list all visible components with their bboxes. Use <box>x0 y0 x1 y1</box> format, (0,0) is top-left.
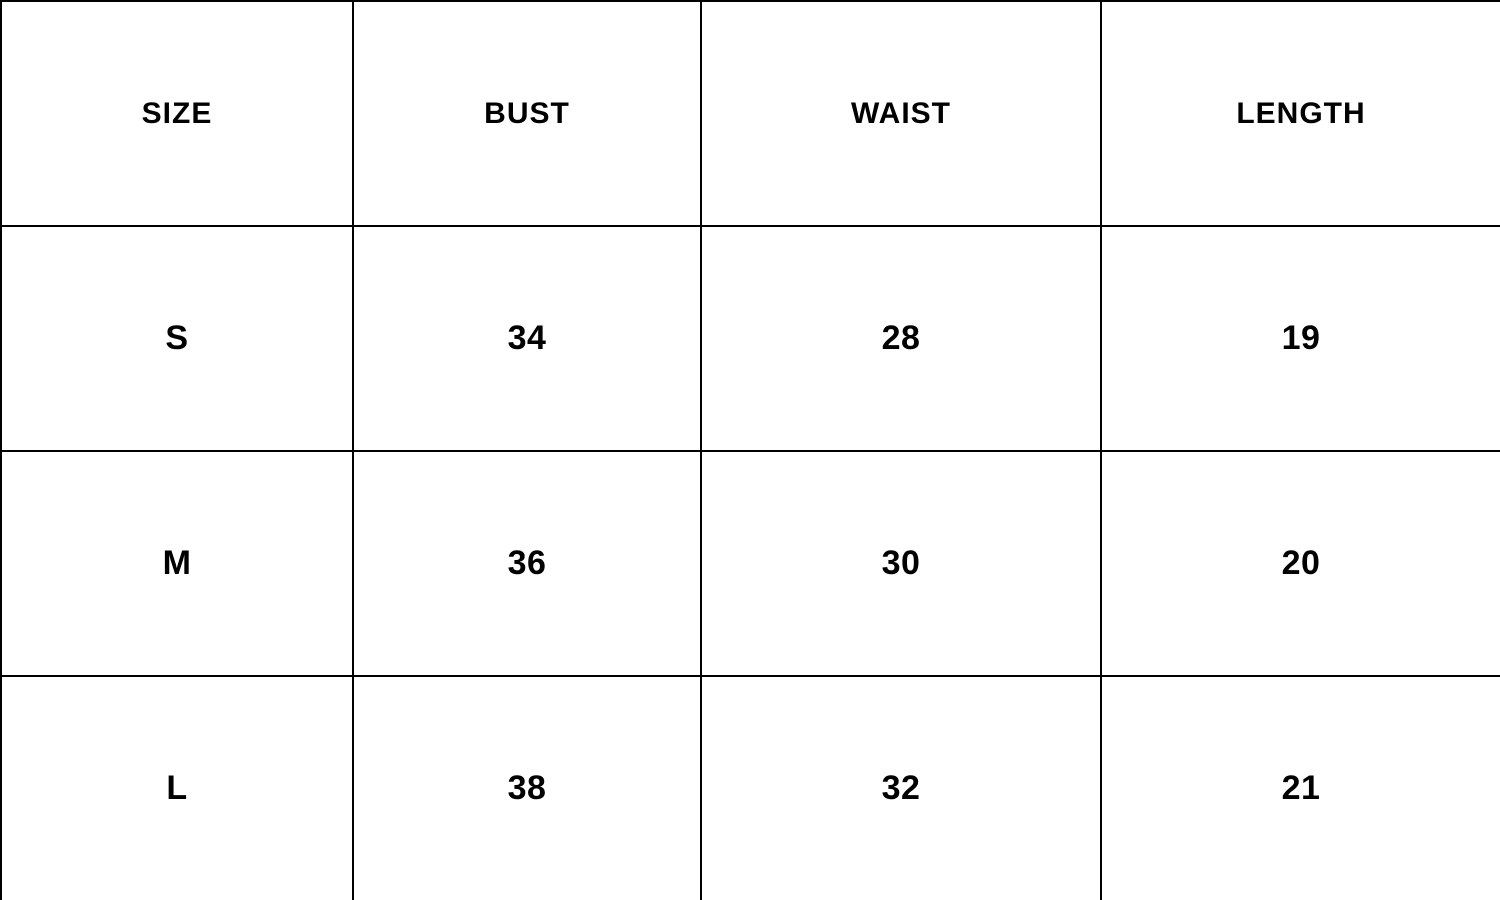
table-row-m: M 36 30 20 <box>0 450 1500 677</box>
cell-waist-l: 32 <box>700 675 1102 900</box>
cell-length-s: 19 <box>1100 225 1500 452</box>
cell-bust-m: 36 <box>352 450 702 677</box>
header-row: SIZE BUST WAIST LENGTH <box>0 0 1500 227</box>
cell-size-m: M <box>0 450 354 677</box>
cell-waist-s: 28 <box>700 225 1102 452</box>
cell-waist-m: 30 <box>700 450 1102 677</box>
column-header-length: LENGTH <box>1100 0 1500 227</box>
cell-bust-s: 34 <box>352 225 702 452</box>
cell-bust-l: 38 <box>352 675 702 900</box>
size-chart-body: S 34 28 19 M 36 30 20 L 38 32 21 <box>0 225 1500 900</box>
column-header-size: SIZE <box>0 0 354 227</box>
size-chart-header: SIZE BUST WAIST LENGTH <box>0 0 1500 227</box>
cell-length-l: 21 <box>1100 675 1500 900</box>
table-row-l: L 38 32 21 <box>0 675 1500 900</box>
column-header-waist: WAIST <box>700 0 1102 227</box>
cell-length-m: 20 <box>1100 450 1500 677</box>
table-row-s: S 34 28 19 <box>0 225 1500 452</box>
column-header-bust: BUST <box>352 0 702 227</box>
cell-size-l: L <box>0 675 354 900</box>
cell-size-s: S <box>0 225 354 452</box>
